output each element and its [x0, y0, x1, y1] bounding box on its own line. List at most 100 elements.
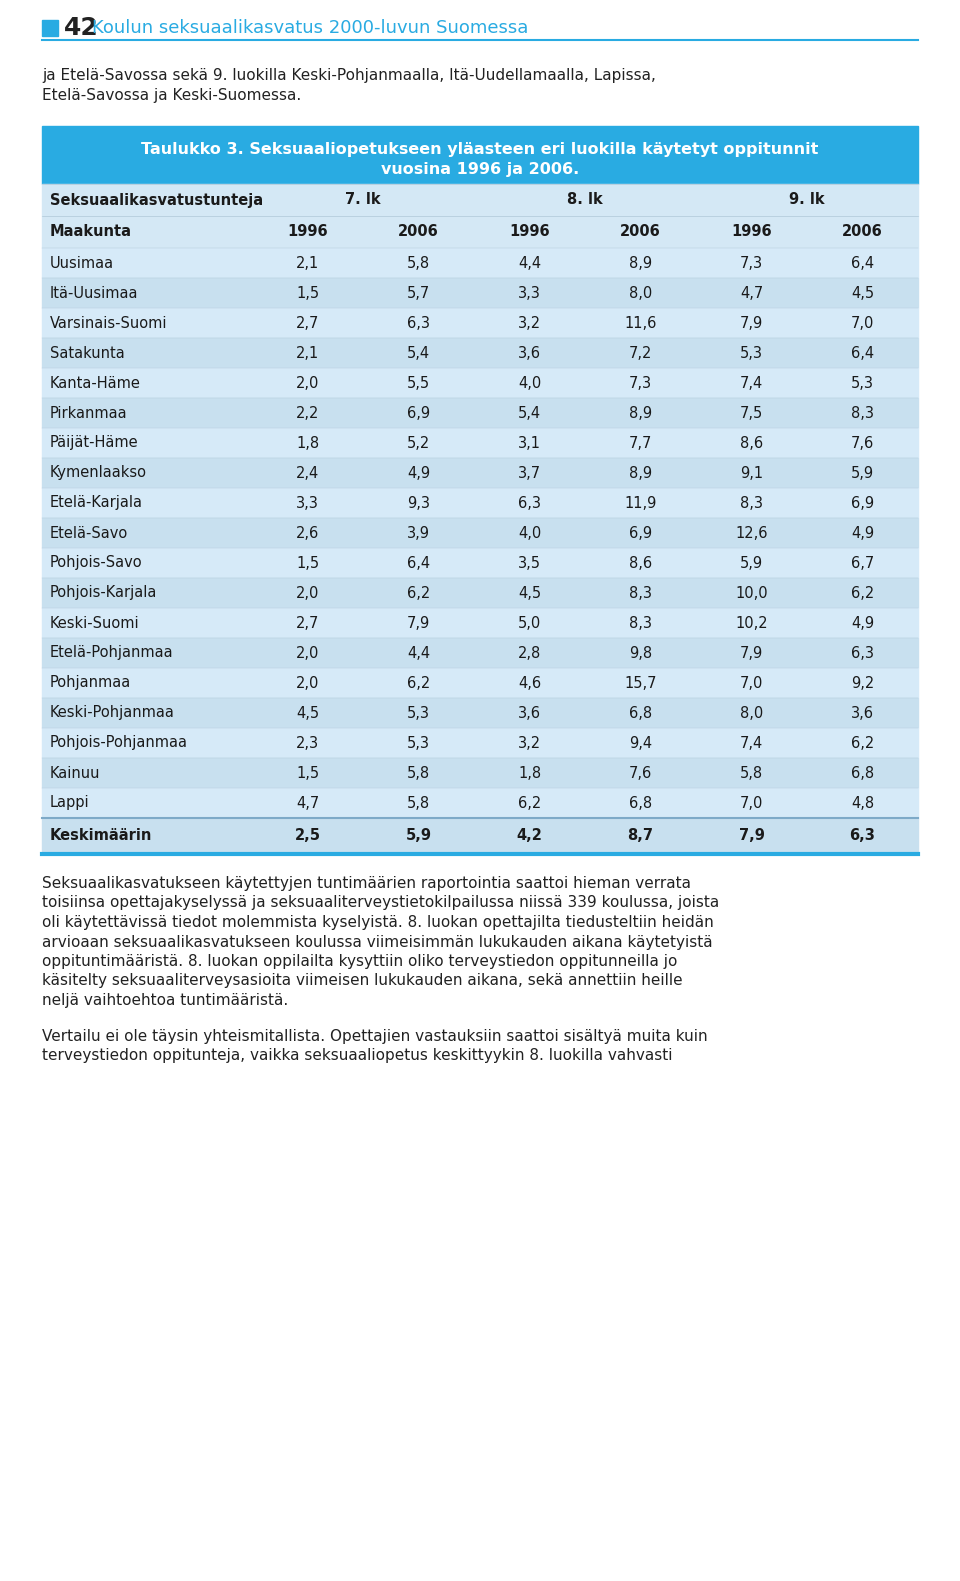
Text: 7,9: 7,9	[740, 316, 763, 330]
Text: 3,2: 3,2	[518, 735, 541, 751]
Text: Päijät-Häme: Päijät-Häme	[50, 435, 138, 451]
Text: arvioaan seksuaalikasvatukseen koulussa viimeisimmän lukukauden aikana käytetyis: arvioaan seksuaalikasvatukseen koulussa …	[42, 934, 712, 950]
Text: 2,7: 2,7	[296, 615, 319, 631]
Text: 7,9: 7,9	[738, 828, 764, 844]
Text: 5,8: 5,8	[407, 256, 430, 270]
Text: 4,8: 4,8	[851, 795, 874, 811]
Text: 3,6: 3,6	[851, 705, 874, 721]
Text: Seksuaalikasvatustunteja: Seksuaalikasvatustunteja	[50, 193, 263, 207]
Text: 3,6: 3,6	[518, 705, 541, 721]
Text: 8,3: 8,3	[740, 495, 763, 511]
Text: 2,3: 2,3	[296, 735, 319, 751]
Bar	[42, 368, 918, 398]
Text: 2,0: 2,0	[296, 645, 319, 661]
Text: 9. lk: 9. lk	[789, 193, 825, 207]
Text: 6,8: 6,8	[851, 765, 874, 781]
Bar	[42, 549, 918, 579]
Text: 8,0: 8,0	[740, 705, 763, 721]
Bar	[42, 519, 918, 549]
Text: 6,3: 6,3	[407, 316, 430, 330]
Text: 5,9: 5,9	[851, 465, 874, 481]
Text: Seksuaalikasvatukseen käytettyjen tuntimäärien raportointia saattoi hieman verra: Seksuaalikasvatukseen käytettyjen tuntim…	[42, 876, 691, 892]
Bar	[42, 727, 918, 757]
Text: Pohjois-Karjala: Pohjois-Karjala	[50, 585, 157, 601]
Text: 3,3: 3,3	[296, 495, 319, 511]
Text: 12,6: 12,6	[735, 525, 768, 541]
Text: 2,1: 2,1	[296, 256, 319, 270]
Text: 1996: 1996	[287, 225, 327, 239]
Text: 7,3: 7,3	[740, 256, 763, 270]
Text: 42: 42	[64, 16, 99, 40]
Text: käsitelty seksuaaliterveysasioita viimeisen lukukauden aikana, sekä annettiin he: käsitelty seksuaaliterveysasioita viimei…	[42, 974, 683, 988]
Bar	[42, 428, 918, 458]
Text: Varsinais-Suomi: Varsinais-Suomi	[50, 316, 167, 330]
Text: 4,5: 4,5	[851, 286, 874, 300]
Text: 6,4: 6,4	[851, 256, 874, 270]
Text: 8,9: 8,9	[629, 405, 652, 421]
Text: 3,7: 3,7	[518, 465, 541, 481]
Text: Kanta-Häme: Kanta-Häme	[50, 376, 141, 391]
Text: vuosina 1996 ja 2006.: vuosina 1996 ja 2006.	[381, 161, 579, 177]
Text: 3,2: 3,2	[518, 316, 541, 330]
Text: 4,9: 4,9	[851, 525, 874, 541]
Text: Itä-Uusimaa: Itä-Uusimaa	[50, 286, 138, 300]
Bar	[42, 248, 918, 278]
Bar	[42, 817, 918, 854]
Text: 5,3: 5,3	[851, 376, 874, 391]
Text: neljä vaihtoehtoa tuntimääristä.: neljä vaihtoehtoa tuntimääristä.	[42, 993, 288, 1009]
Text: 7,7: 7,7	[629, 435, 652, 451]
Text: 1,5: 1,5	[296, 555, 319, 571]
Text: Pohjois-Pohjanmaa: Pohjois-Pohjanmaa	[50, 735, 188, 751]
Text: 7. lk: 7. lk	[346, 193, 381, 207]
Text: 9,2: 9,2	[851, 675, 875, 691]
Bar	[42, 697, 918, 727]
Text: 6,4: 6,4	[407, 555, 430, 571]
Text: 7,3: 7,3	[629, 376, 652, 391]
Text: Pohjois-Savo: Pohjois-Savo	[50, 555, 143, 571]
Text: 2,1: 2,1	[296, 346, 319, 360]
Text: 6,9: 6,9	[851, 495, 874, 511]
Text: 6,2: 6,2	[407, 585, 430, 601]
Text: 6,3: 6,3	[851, 645, 874, 661]
Text: 5,8: 5,8	[407, 795, 430, 811]
Text: 4,5: 4,5	[296, 705, 319, 721]
Text: 4,2: 4,2	[516, 828, 542, 844]
Bar	[42, 398, 918, 428]
Text: Pohjanmaa: Pohjanmaa	[50, 675, 132, 691]
Bar	[42, 787, 918, 817]
Text: 6,4: 6,4	[851, 346, 874, 360]
Bar	[42, 489, 918, 519]
Text: 4,7: 4,7	[740, 286, 763, 300]
Text: 2,5: 2,5	[295, 828, 321, 844]
Bar	[42, 126, 918, 183]
Text: 7,9: 7,9	[740, 645, 763, 661]
Text: terveystiedon oppitunteja, vaikka seksuaaliopetus keskittyykin 8. luokilla vahva: terveystiedon oppitunteja, vaikka seksua…	[42, 1048, 673, 1062]
Bar	[42, 278, 918, 308]
Text: 5,9: 5,9	[405, 828, 431, 844]
Text: 1996: 1996	[732, 225, 772, 239]
Text: Etelä-Karjala: Etelä-Karjala	[50, 495, 143, 511]
Text: Lappi: Lappi	[50, 795, 89, 811]
Text: 2006: 2006	[398, 225, 439, 239]
Text: Kymenlaakso: Kymenlaakso	[50, 465, 147, 481]
Text: 7,9: 7,9	[407, 615, 430, 631]
Text: 8,9: 8,9	[629, 256, 652, 270]
Text: 9,8: 9,8	[629, 645, 652, 661]
Text: 6,3: 6,3	[518, 495, 541, 511]
Text: 10,0: 10,0	[735, 585, 768, 601]
Text: oppituntimääristä. 8. luokan oppilailta kysyttiin oliko terveystiedon oppitunnei: oppituntimääristä. 8. luokan oppilailta …	[42, 953, 678, 969]
Text: 5,2: 5,2	[407, 435, 430, 451]
Text: 2006: 2006	[842, 225, 883, 239]
Text: 10,2: 10,2	[735, 615, 768, 631]
Text: 4,7: 4,7	[296, 795, 319, 811]
Text: 2,6: 2,6	[296, 525, 319, 541]
Text: 1,5: 1,5	[296, 286, 319, 300]
Text: 11,6: 11,6	[624, 316, 657, 330]
Text: 3,1: 3,1	[518, 435, 541, 451]
Text: 5,4: 5,4	[518, 405, 541, 421]
Text: 3,3: 3,3	[518, 286, 540, 300]
Text: 8,7: 8,7	[628, 828, 654, 844]
Text: Koulun seksuaalikasvatus 2000-luvun Suomessa: Koulun seksuaalikasvatus 2000-luvun Suom…	[92, 19, 528, 36]
Text: 6,2: 6,2	[851, 735, 875, 751]
Text: 2006: 2006	[620, 225, 660, 239]
